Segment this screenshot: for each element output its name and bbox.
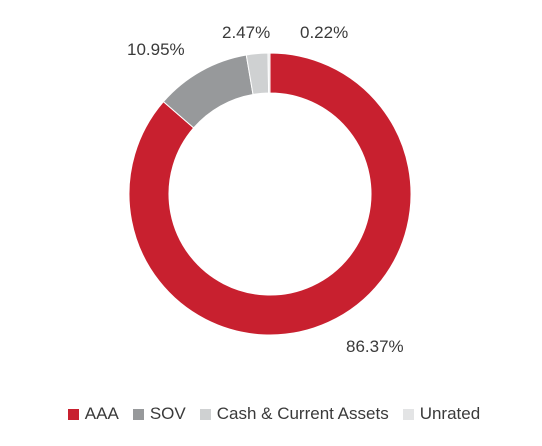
slice-unrated [267, 52, 271, 94]
donut-slices [128, 52, 412, 336]
legend-item-cash-current-assets: Cash & Current Assets [199, 404, 389, 424]
slice-label-unrated: 0.22% [300, 23, 348, 42]
chart-legend: AAA SOV Cash & Current Assets Unrated [14, 402, 534, 426]
legend-label-sov: SOV [149, 404, 186, 423]
legend-item-unrated: Unrated [402, 404, 481, 424]
legend-swatch-sov [132, 408, 144, 420]
legend-label-aaa: AAA [84, 404, 119, 423]
slice-labels: 86.37% 10.95% 2.47% 0.22% [127, 23, 404, 356]
legend-item-aaa: AAA [67, 404, 119, 424]
slice-label-sov: 10.95% [127, 40, 185, 59]
legend-swatch-aaa [67, 408, 79, 420]
legend-swatch-cash-current-assets [199, 408, 211, 420]
slice-aaa [128, 52, 412, 336]
slice-label-cash-current-assets: 2.47% [222, 23, 270, 42]
slice-label-aaa: 86.37% [346, 337, 404, 356]
legend-item-sov: SOV [132, 404, 186, 424]
legend-label-cash-current-assets: Cash & Current Assets [216, 404, 389, 423]
legend-label-unrated: Unrated [419, 404, 481, 423]
legend-swatch-unrated [402, 408, 414, 420]
